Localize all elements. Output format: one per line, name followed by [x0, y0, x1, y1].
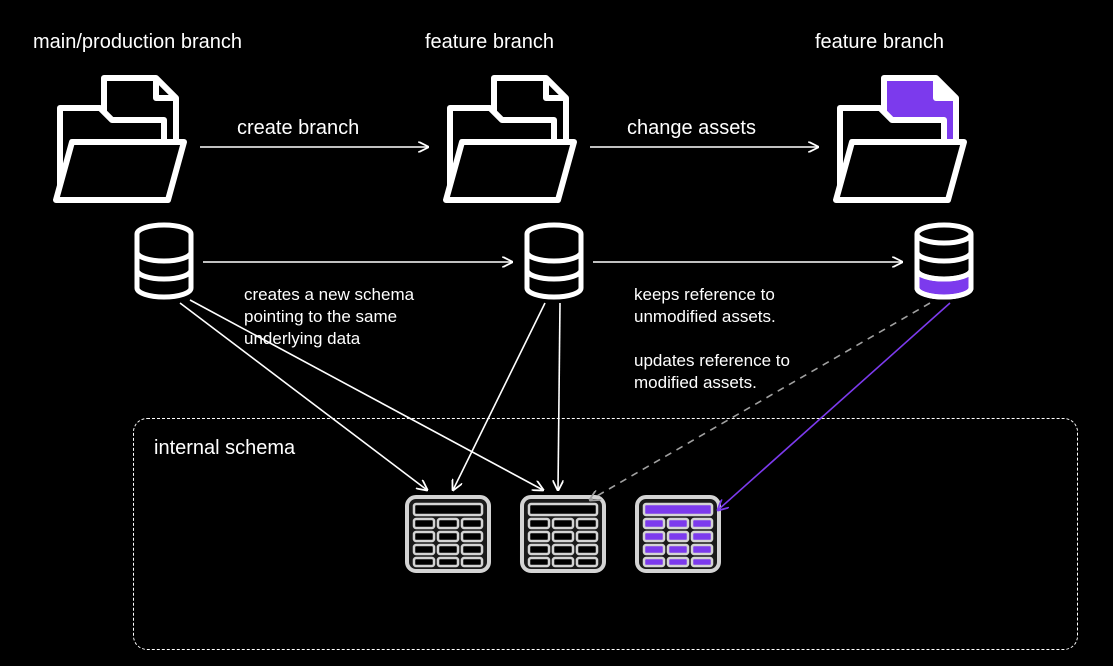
- col3-title: feature branch: [815, 29, 944, 55]
- folder-main-icon: [46, 70, 196, 215]
- arrow2-label: change assets: [627, 115, 756, 141]
- table1-icon: [400, 490, 496, 583]
- note1: creates a new schema pointing to the sam…: [244, 284, 414, 350]
- note2: keeps reference to unmodified assets.: [634, 284, 776, 328]
- folder-feature1-icon: [436, 70, 586, 215]
- note3: updates reference to modified assets.: [634, 350, 790, 394]
- database-main-icon: [132, 222, 196, 307]
- database-feature1-icon: [522, 222, 586, 307]
- arrow1-label: create branch: [237, 115, 359, 141]
- table3-icon: [630, 490, 726, 583]
- schema-title: internal schema: [154, 435, 295, 461]
- folder-feature2-icon: [826, 70, 976, 215]
- database-feature2-icon: [912, 222, 976, 307]
- col2-title: feature branch: [425, 29, 554, 55]
- table2-icon: [515, 490, 611, 583]
- col1-title: main/production branch: [33, 29, 242, 55]
